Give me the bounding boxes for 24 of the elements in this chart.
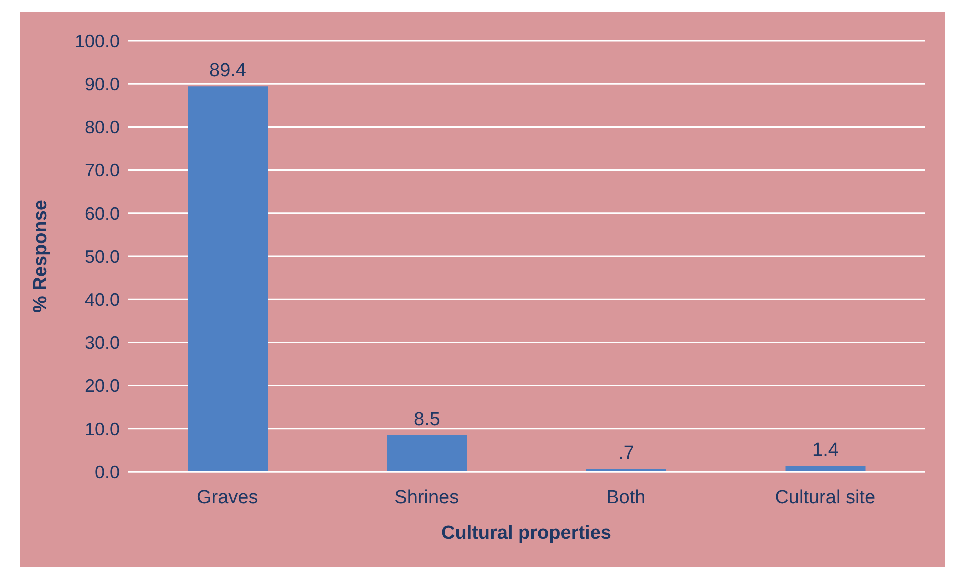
y-tick-label: 30.0 <box>84 333 120 354</box>
bar <box>387 435 468 472</box>
x-tick-label: Graves <box>197 487 258 508</box>
x-axis-title: Cultural properties <box>442 523 612 544</box>
bar <box>786 466 866 472</box>
y-tick-label: 90.0 <box>84 74 120 94</box>
data-label: .7 <box>618 442 634 464</box>
y-tick-label: 50.0 <box>84 246 120 267</box>
y-tick-label: 20.0 <box>84 376 120 396</box>
x-tick-label: Cultural site <box>775 487 876 508</box>
y-tick-label: 60.0 <box>84 204 120 224</box>
x-tick-label: Shrines <box>394 487 460 508</box>
y-tick-label: 40.0 <box>84 290 120 310</box>
y-axis-title: % Response <box>30 200 52 313</box>
y-tick-label: 100.0 <box>74 31 120 52</box>
y-tick-label: 10.0 <box>84 419 120 440</box>
data-label: 89.4 <box>210 60 247 82</box>
bar <box>188 86 268 472</box>
y-tick-label: 0.0 <box>94 462 120 482</box>
data-label: 1.4 <box>812 440 840 461</box>
y-tick-label: 70.0 <box>84 160 120 181</box>
x-tick-label: Both <box>606 487 646 508</box>
data-label: 8.5 <box>414 409 440 430</box>
y-tick-label: 80.0 <box>84 118 120 138</box>
